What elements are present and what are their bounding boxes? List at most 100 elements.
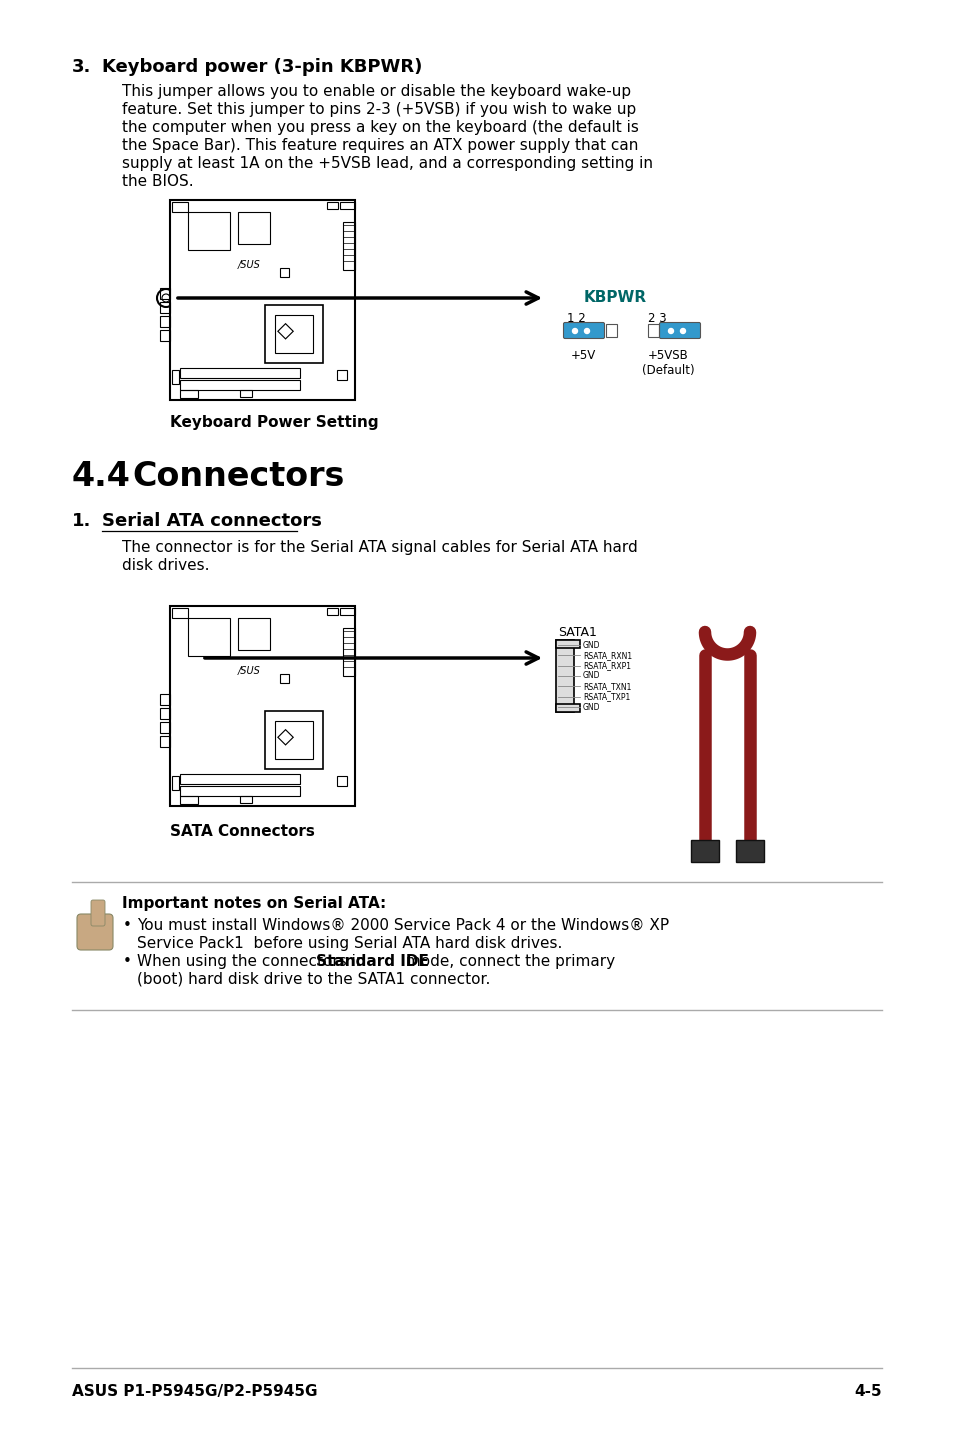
Bar [327,608,337,615]
FancyBboxPatch shape [659,322,700,338]
Text: /SUS: /SUS [237,260,260,270]
Text: RSATA_RXP1: RSATA_RXP1 [582,661,630,670]
Bar [280,674,289,683]
Bar [343,221,355,270]
Text: KBPWR: KBPWR [583,290,646,305]
Bar [336,777,347,787]
Bar [188,618,230,656]
Text: supply at least 1A on the +5VSB lead, and a corresponding setting in: supply at least 1A on the +5VSB lead, an… [122,155,652,171]
Text: GND: GND [582,703,599,712]
Bar [274,315,313,352]
Text: •: • [123,953,132,969]
Text: 3.: 3. [71,58,91,76]
Bar [180,368,299,378]
Text: This jumper allows you to enable or disable the keyboard wake-up: This jumper allows you to enable or disa… [122,83,631,99]
FancyBboxPatch shape [77,915,112,951]
Text: +5VSB
(Default): +5VSB (Default) [641,349,694,377]
Text: /SUS: /SUS [237,666,260,676]
Bar [240,797,252,802]
Bar [170,200,355,400]
Text: the BIOS.: the BIOS. [122,174,193,188]
Bar [160,707,170,719]
Bar [343,628,355,676]
FancyBboxPatch shape [563,322,604,338]
Text: SATA Connectors: SATA Connectors [170,824,314,838]
Text: Important notes on Serial ATA:: Important notes on Serial ATA: [122,896,386,912]
Bar [274,720,313,759]
Circle shape [572,328,577,334]
Bar [172,201,188,211]
Text: Keyboard Power Setting: Keyboard Power Setting [170,416,378,430]
Text: Connectors: Connectors [132,460,344,493]
Text: The connector is for the Serial ATA signal cables for Serial ATA hard: The connector is for the Serial ATA sign… [122,541,638,555]
Text: mode, connect the primary: mode, connect the primary [401,953,615,969]
Text: Serial ATA connectors: Serial ATA connectors [102,512,321,531]
Text: •: • [123,917,132,933]
Bar [180,380,299,390]
Text: RSATA_TXN1: RSATA_TXN1 [582,682,631,690]
Text: You must install Windows® 2000 Service Pack 4 or the Windows® XP: You must install Windows® 2000 Service P… [137,917,668,933]
Bar [556,640,574,712]
Bar [339,608,355,615]
Bar [280,267,289,278]
Bar [188,211,230,250]
Bar [160,316,170,326]
Circle shape [584,328,589,334]
Text: SATA1: SATA1 [558,626,597,638]
Circle shape [188,653,196,663]
Bar [180,390,198,398]
Bar [237,211,270,244]
Bar [735,840,763,861]
Bar [172,608,188,618]
Text: 2 3: 2 3 [647,312,666,325]
Bar [556,640,579,649]
Text: ◇: ◇ [276,726,294,746]
Text: 1.: 1. [71,512,91,531]
Bar [265,710,323,769]
Bar [160,302,170,313]
Text: 1 2: 1 2 [566,312,585,325]
Bar [180,774,299,784]
Text: GND: GND [582,640,599,650]
Text: Standard IDE: Standard IDE [315,953,429,969]
Bar [160,736,170,746]
Bar [240,390,252,397]
Bar [339,201,355,209]
Text: +5V: +5V [570,349,595,362]
Circle shape [668,328,673,334]
Bar [160,695,170,705]
Bar [180,797,198,804]
Text: 4.4: 4.4 [71,460,131,493]
Bar [605,324,617,336]
Text: 4-5: 4-5 [854,1383,882,1399]
Text: GND: GND [582,672,599,680]
Bar [160,722,170,733]
Text: ASUS P1-P5945G/P2-P5945G: ASUS P1-P5945G/P2-P5945G [71,1383,317,1399]
Bar [180,787,299,797]
Text: feature. Set this jumper to pins 2-3 (+5VSB) if you wish to wake up: feature. Set this jumper to pins 2-3 (+5… [122,102,636,116]
Text: RSATA_RXN1: RSATA_RXN1 [582,651,632,660]
Text: ◇: ◇ [276,321,294,339]
Circle shape [679,328,685,334]
Text: RSATA_TXP1: RSATA_TXP1 [582,692,630,702]
Bar [172,370,179,384]
Text: Service Pack1  before using Serial ATA hard disk drives.: Service Pack1 before using Serial ATA ha… [137,936,561,951]
Bar [327,201,337,209]
Bar [556,705,579,712]
Text: (boot) hard disk drive to the SATA1 connector.: (boot) hard disk drive to the SATA1 conn… [137,972,490,986]
Bar [160,288,170,299]
Text: Keyboard power (3-pin KBPWR): Keyboard power (3-pin KBPWR) [102,58,422,76]
Bar [172,777,179,789]
Bar [336,370,347,380]
Bar [237,618,270,650]
Bar [170,605,355,807]
Bar [160,329,170,341]
Text: the computer when you press a key on the keyboard (the default is: the computer when you press a key on the… [122,119,639,135]
Bar [647,324,659,336]
FancyBboxPatch shape [91,900,105,926]
Text: When using the connectors in: When using the connectors in [137,953,370,969]
Text: disk drives.: disk drives. [122,558,210,572]
Bar [690,840,719,861]
Circle shape [183,649,201,667]
Text: the Space Bar). This feature requires an ATX power supply that can: the Space Bar). This feature requires an… [122,138,638,152]
